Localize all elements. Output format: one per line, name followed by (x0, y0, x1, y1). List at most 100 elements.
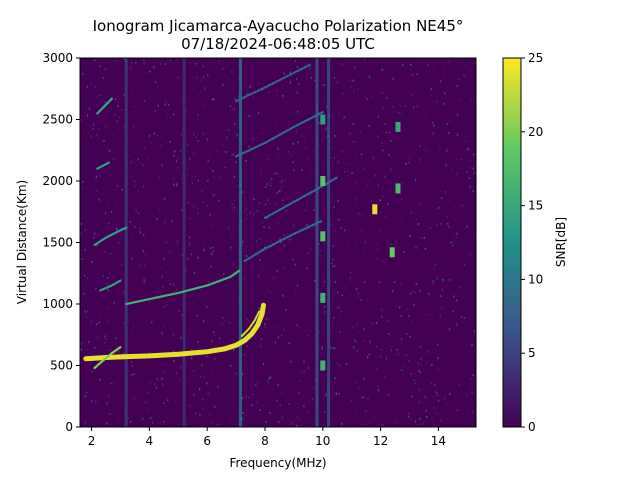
noise-speck (257, 82, 260, 85)
noise-speck (417, 361, 419, 364)
noise-speck (224, 319, 227, 322)
noise-speck (257, 210, 259, 213)
noise-speck (195, 136, 197, 138)
noise-speck (271, 108, 274, 111)
noise-speck (173, 154, 175, 157)
noise-speck (452, 249, 454, 251)
noise-speck (416, 346, 418, 349)
noise-speck (473, 172, 476, 174)
noise-speck (283, 229, 285, 232)
noise-speck (148, 371, 151, 374)
noise-speck (293, 245, 295, 248)
noise-speck (446, 379, 448, 381)
noise-speck (138, 174, 140, 177)
noise-speck (236, 133, 238, 136)
noise-speck (260, 338, 263, 341)
noise-speck (410, 349, 413, 352)
noise-speck (458, 383, 460, 386)
noise-speck (109, 169, 112, 172)
noise-speck (313, 209, 315, 211)
noise-speck (338, 314, 340, 317)
noise-speck (304, 234, 306, 237)
noise-speck (274, 396, 276, 399)
noise-speck (338, 306, 340, 309)
noise-speck (178, 117, 180, 119)
noise-speck (232, 164, 234, 166)
noise-speck (81, 258, 83, 260)
noise-speck (113, 348, 115, 351)
noise-speck (198, 410, 200, 413)
noise-speck (441, 307, 443, 310)
noise-speck (129, 235, 131, 238)
noise-speck (318, 259, 320, 262)
noise-speck (175, 287, 177, 290)
noise-speck (175, 160, 178, 163)
noise-speck (271, 104, 273, 106)
noise-speck (347, 245, 349, 248)
noise-speck (352, 326, 354, 329)
noise-speck (393, 168, 396, 171)
noise-speck (276, 359, 278, 362)
noise-speck (106, 277, 109, 279)
noise-speck (473, 330, 475, 333)
noise-speck (350, 222, 352, 225)
noise-speck (341, 294, 343, 297)
noise-speck (211, 253, 213, 256)
noise-speck (470, 87, 472, 89)
noise-speck (108, 283, 110, 286)
noise-speck (247, 234, 249, 236)
noise-speck (270, 376, 272, 379)
noise-speck (308, 309, 310, 312)
noise-speck (397, 353, 400, 355)
noise-speck (84, 377, 86, 379)
noise-speck (396, 421, 398, 424)
noise-speck (319, 274, 321, 277)
noise-speck (432, 85, 435, 88)
noise-speck (86, 316, 89, 318)
noise-speck (412, 75, 414, 77)
noise-speck (297, 141, 299, 144)
noise-speck (331, 365, 333, 367)
noise-speck (456, 414, 459, 417)
noise-speck (210, 65, 212, 68)
noise-speck (269, 90, 271, 93)
noise-speck (382, 68, 384, 71)
noise-speck (412, 140, 414, 143)
noise-speck (219, 90, 221, 93)
noise-speck (291, 300, 293, 303)
noise-speck (433, 402, 435, 405)
noise-speck (213, 331, 215, 333)
noise-speck (96, 175, 98, 178)
noise-speck (436, 278, 438, 280)
noise-speck (97, 373, 99, 375)
noise-speck (258, 307, 261, 310)
noise-speck (390, 156, 392, 158)
noise-speck (468, 252, 470, 255)
noise-speck (88, 107, 91, 110)
noise-speck (255, 70, 257, 72)
noise-speck (356, 154, 358, 157)
noise-speck (283, 203, 285, 206)
noise-speck (246, 183, 248, 186)
noise-speck (92, 365, 95, 368)
noise-speck (224, 316, 226, 319)
noise-speck (402, 394, 404, 397)
noise-speck (283, 328, 285, 331)
noise-speck (267, 158, 269, 161)
noise-speck (466, 394, 468, 397)
noise-speck (174, 150, 176, 153)
colorbar-label: SNR[dB] (554, 217, 568, 267)
noise-speck (142, 417, 144, 420)
noise-speck (446, 356, 448, 359)
noise-speck (206, 355, 208, 358)
noise-speck (401, 369, 403, 371)
noise-speck (319, 259, 322, 262)
noise-speck (447, 113, 450, 116)
noise-speck (469, 166, 471, 169)
noise-speck (375, 322, 378, 324)
noise-speck (143, 278, 145, 281)
noise-speck (466, 171, 468, 173)
noise-speck (283, 111, 285, 113)
noise-speck (430, 94, 432, 97)
noise-speck (88, 341, 90, 344)
